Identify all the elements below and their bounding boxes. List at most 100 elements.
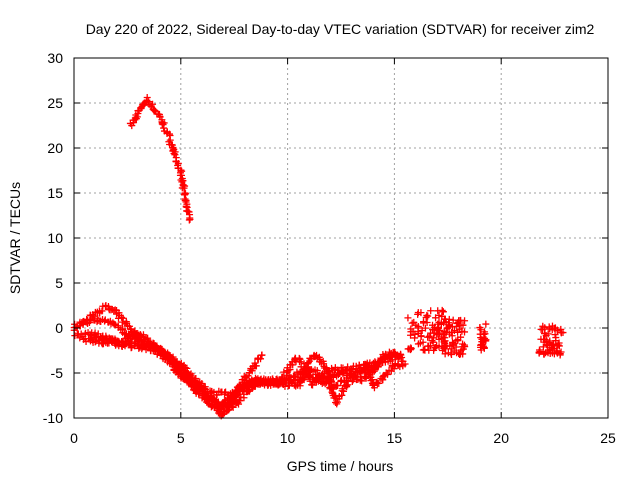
track-e-point xyxy=(313,367,321,375)
cluster-22h-point xyxy=(557,328,565,336)
track-d-point xyxy=(352,372,360,380)
x-tick-label: 0 xyxy=(70,430,78,446)
cluster-16h-point xyxy=(423,318,431,326)
track-e-point xyxy=(204,394,212,402)
cluster-22h-point xyxy=(539,322,547,330)
track-e-point xyxy=(166,352,174,360)
track-e-point xyxy=(233,392,241,400)
track-e-point xyxy=(321,370,329,378)
cluster-19h-point xyxy=(481,334,489,342)
track-e-point xyxy=(233,391,241,399)
track-e-point xyxy=(381,354,389,362)
cluster-18h-point xyxy=(454,336,462,344)
cluster-16h-point xyxy=(429,338,437,346)
cluster-18h-point xyxy=(457,316,465,324)
cluster-17.5h-point xyxy=(442,342,450,350)
cluster-16h-point xyxy=(414,324,422,332)
track-high-point xyxy=(166,136,174,144)
cluster-19h-point xyxy=(482,320,490,328)
y-tick-label: -10 xyxy=(43,410,63,426)
cluster-22h-point xyxy=(542,349,550,357)
track-e-point xyxy=(230,398,238,406)
track-c-point xyxy=(309,381,317,389)
cluster-19h-point xyxy=(478,341,486,349)
track-d-point xyxy=(370,384,378,392)
cluster-16h-point xyxy=(424,342,432,350)
cluster-22h-point xyxy=(539,343,547,351)
track-a-point xyxy=(251,359,259,367)
track-high-point xyxy=(151,106,159,114)
track-d-point xyxy=(384,370,392,378)
y-tick-label: 20 xyxy=(47,140,63,156)
track-a-point xyxy=(258,351,266,359)
track-b-point xyxy=(236,397,244,405)
cluster-16h-point xyxy=(431,329,439,337)
track-b-point xyxy=(334,382,342,390)
track-a-point xyxy=(248,367,256,375)
track-e-point xyxy=(317,371,325,379)
track-e-point xyxy=(80,317,88,325)
cluster-19h-point xyxy=(479,342,487,350)
cluster-16h-point xyxy=(420,318,428,326)
track-e-point xyxy=(79,320,87,328)
x-tick-label: 15 xyxy=(387,430,403,446)
cluster-16h-point xyxy=(424,333,432,341)
cluster-22h-point xyxy=(557,348,565,356)
cluster-18h-point xyxy=(459,340,467,348)
cluster-18h-point xyxy=(457,350,465,358)
track-e-point xyxy=(290,372,298,380)
y-axis-label: SDTVAR / TECUs xyxy=(7,182,23,294)
y-tick-label: 15 xyxy=(47,185,63,201)
track-d-point xyxy=(375,379,383,387)
cluster-22h-point xyxy=(535,348,543,356)
cluster-16h-point xyxy=(431,344,439,352)
y-tick-label: -5 xyxy=(51,365,64,381)
cluster-18h-point xyxy=(455,325,463,333)
track-e-point xyxy=(276,377,284,385)
cluster-16h-point xyxy=(438,306,446,314)
cluster-16h-point xyxy=(428,337,436,345)
x-tick-label: 25 xyxy=(600,430,616,446)
cluster-18h-point xyxy=(461,328,469,336)
track-d-point xyxy=(342,382,350,390)
track-e-point xyxy=(390,350,398,358)
cluster-17.5h-point xyxy=(450,340,458,348)
cluster-22h-point xyxy=(545,323,553,331)
cluster-16h-point xyxy=(427,307,435,315)
cluster-19h-point xyxy=(480,330,488,338)
track-e-point xyxy=(126,331,134,339)
cluster-16h-point xyxy=(435,335,443,343)
cluster-22h-point xyxy=(546,337,554,345)
cluster-16h-point xyxy=(424,312,432,320)
cluster-17.5h-point xyxy=(448,328,456,336)
cluster-16h-point xyxy=(408,319,416,327)
track-d-point xyxy=(401,360,409,368)
track-d-point xyxy=(306,354,314,362)
cluster-16h-point xyxy=(438,313,446,321)
track-e-point xyxy=(208,395,216,403)
cluster-22h-point xyxy=(550,340,558,348)
track-e-point xyxy=(298,368,306,376)
track-e-point xyxy=(252,376,260,384)
chart-title: Day 220 of 2022, Sidereal Day-to-day VTE… xyxy=(86,21,595,37)
track-d-point xyxy=(340,387,348,395)
cluster-17.5h-point xyxy=(441,350,449,358)
cluster-16h-point xyxy=(439,308,447,316)
cluster-16h-point xyxy=(421,324,429,332)
track-e-point xyxy=(260,375,268,383)
cluster-22h-point xyxy=(542,332,550,340)
track-e-point xyxy=(76,322,84,330)
cluster-17.5h-point xyxy=(449,338,457,346)
data-points xyxy=(70,94,567,420)
x-tick-label: 5 xyxy=(177,430,185,446)
track-c-point xyxy=(356,376,364,384)
y-tick-label: 5 xyxy=(55,275,63,291)
cluster-16h-point xyxy=(423,311,431,319)
track-d-point xyxy=(91,329,99,337)
cluster-16h-point xyxy=(435,327,443,335)
cluster-16h-point xyxy=(425,346,433,354)
track-e-point xyxy=(374,360,382,368)
cluster-22h-point xyxy=(550,350,558,358)
y-tick-label: 0 xyxy=(55,320,63,336)
